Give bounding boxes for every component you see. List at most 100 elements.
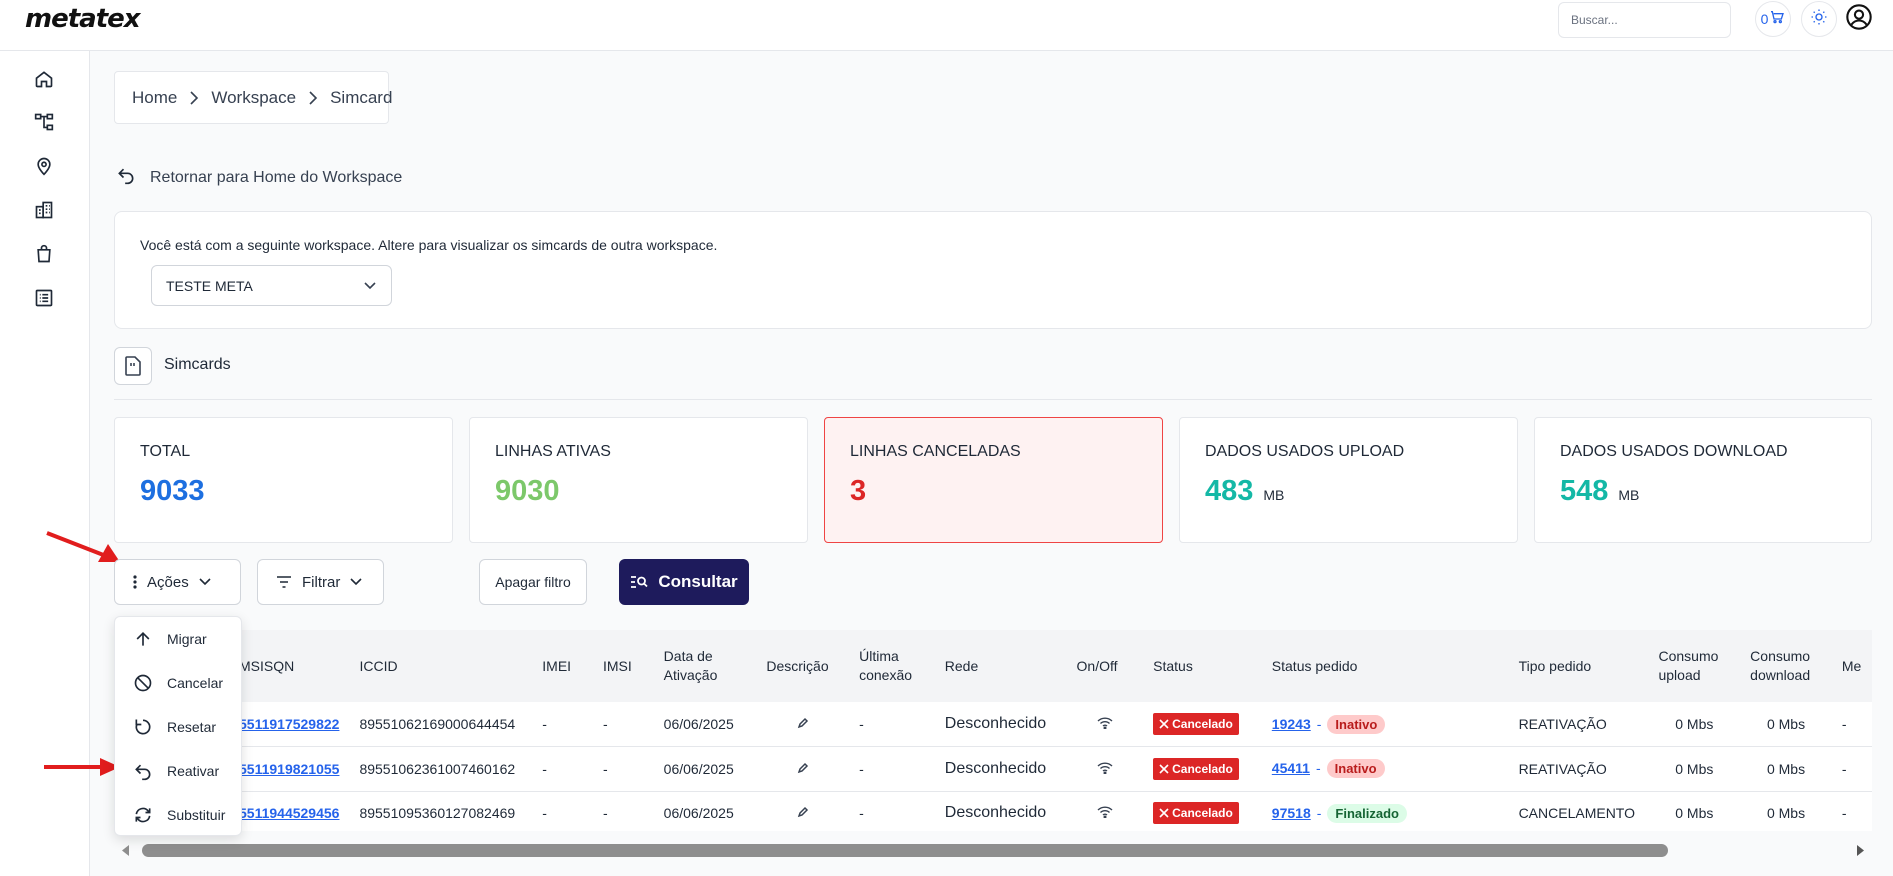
menu-item-substituir[interactable]: Substituir [133,805,225,825]
acoes-button[interactable]: Ações [114,559,241,605]
stat-value: 9033 [140,475,205,507]
more-cell: - [1841,716,1847,733]
location-pin-icon[interactable] [32,154,56,178]
stat-card-download: DADOS USADOS DOWNLOAD 548 MB [1534,417,1872,543]
theme-toggle-button[interactable] [1801,1,1837,37]
imsi-cell: - [602,716,608,733]
imei-cell: - [542,805,547,822]
user-menu-button[interactable] [1841,1,1877,37]
workspace-select[interactable]: TESTE META [151,265,392,306]
stat-value: 483 MB [1205,475,1285,507]
column-header-iccid[interactable]: ICCID [359,657,398,674]
column-header-msisdn[interactable]: MSISQN [239,657,295,674]
chevron-down-icon [350,578,362,586]
column-header-rede[interactable]: Rede [944,657,979,674]
column-header-more[interactable]: Me [1841,657,1862,674]
table-row[interactable]: 5511919821055 89551062361007460162 - - 0… [114,746,1872,792]
ultima-conexao-cell: - [859,716,864,733]
workspace-card: Você está com a seguinte workspace. Alte… [114,211,1872,329]
scroll-left-icon[interactable] [120,844,130,857]
msisdn-link[interactable]: 5511944529456 [239,805,340,822]
status-badge-cancelado: Cancelado [1153,802,1239,825]
stat-value: 3 [850,475,867,507]
ultima-conexao-cell: - [859,760,864,777]
consumo-download-cell: 0 Mbs [1766,716,1806,733]
menu-item-migrar[interactable]: Migrar [133,629,207,649]
breadcrumb: Home Workspace Simcard [114,71,393,124]
wifi-icon [1097,716,1113,732]
msisdn-link[interactable]: 5511917529822 [239,716,340,733]
edit-pencil-icon[interactable] [797,805,809,821]
section-divider [114,399,1872,400]
data-ativacao-cell: 06/06/2025 [663,760,734,777]
home-icon[interactable] [32,67,56,91]
swap-icon [135,807,151,823]
status-badge-cancelado: Cancelado [1153,757,1239,780]
table-header-row: MSISQN ICCID IMEI IMSI Data de Ativação … [114,630,1872,702]
column-header-status-pedido[interactable]: Status pedido [1271,657,1358,674]
stat-label: TOTAL [140,443,191,460]
search-input[interactable] [1558,2,1731,38]
apagar-filtro-button[interactable]: Apagar filtro [479,559,587,605]
reset-icon [135,719,151,735]
column-header-consumo-download[interactable]: Consumo download [1750,648,1811,683]
scrollbar-thumb[interactable] [142,844,1668,857]
shopping-bag-icon[interactable] [32,242,56,266]
pedido-status-badge: Inativo [1327,714,1386,734]
list-icon[interactable] [32,286,56,310]
msisdn-link[interactable]: 5511919821055 [239,760,340,777]
simcards-table: MSISQN ICCID IMEI IMSI Data de Ativação … [114,630,1872,831]
pedido-link[interactable]: 19243 [1271,715,1311,732]
table-row[interactable]: 5511917529822 89551062169000644454 - - 0… [114,702,1872,747]
column-header-data-ativacao[interactable]: Data de Ativação [663,648,718,683]
filtrar-button[interactable]: Filtrar [257,559,384,605]
column-header-imsi[interactable]: IMSI [602,657,632,674]
stat-unit: MB [1263,487,1285,503]
top-bar: metatex 0 [0,0,1893,51]
back-link-label: Retornar para Home do Workspace [150,168,403,186]
close-icon [1159,719,1169,729]
horizontal-scrollbar[interactable] [114,840,1872,860]
edit-pencil-icon[interactable] [797,761,809,777]
tipo-pedido-cell: CANCELAMENTO [1518,805,1635,822]
scroll-right-icon[interactable] [1856,844,1866,857]
consultar-label: Consultar [658,572,738,591]
consumo-upload-cell: 0 Mbs [1675,760,1714,777]
column-header-onoff[interactable]: On/Off [1076,657,1118,674]
buildings-icon[interactable] [32,198,56,222]
column-header-status[interactable]: Status [1153,657,1193,674]
edit-pencil-icon[interactable] [797,716,809,732]
column-header-descricao[interactable]: Descrição [766,657,829,674]
tipo-pedido-cell: REATIVAÇÃO [1518,716,1607,733]
pedido-status-badge: Inativo [1326,759,1385,779]
pedido-status-badge: Finalizado [1327,803,1407,823]
column-header-ultima-conexao[interactable]: Última conexão [859,648,913,683]
breadcrumb-workspace[interactable]: Workspace [211,87,297,107]
breadcrumb-home[interactable]: Home [132,87,178,107]
pedido-link[interactable]: 97518 [1271,804,1311,821]
column-header-imei[interactable]: IMEI [542,657,572,674]
arrow-up-icon [136,631,150,646]
breadcrumb-simcard: Simcard [330,87,393,107]
sidebar [0,51,90,876]
table-row[interactable]: 5511944529456 89551095360127082469 - - 0… [114,791,1872,831]
acoes-dropdown-menu: Migrar Cancelar Resetar Reativar Substit… [114,616,242,836]
cart-button[interactable]: 0 [1755,1,1791,37]
dash-separator: - [1316,804,1322,821]
column-header-consumo-upload[interactable]: Consumo upload [1658,648,1719,683]
column-header-tipo-pedido[interactable]: Tipo pedido [1518,657,1592,674]
tipo-pedido-cell: REATIVAÇÃO [1518,760,1607,777]
menu-item-resetar[interactable]: Resetar [133,717,216,737]
cart-icon [1769,9,1785,30]
app-logo[interactable]: metatex [25,4,141,34]
rede-cell: Desconhecido [944,759,1047,777]
stat-card-linhas-canceladas: LINHAS CANCELADAS 3 [824,417,1163,543]
pedido-link[interactable]: 45411 [1271,760,1310,777]
menu-item-reativar[interactable]: Reativar [133,761,219,781]
back-to-workspace-link[interactable]: Retornar para Home do Workspace [116,165,402,190]
consultar-button[interactable]: Consultar [619,559,749,605]
block-icon [134,674,152,692]
menu-item-cancelar[interactable]: Cancelar [133,673,223,693]
hierarchy-icon[interactable] [32,110,56,134]
wifi-icon [1097,805,1113,821]
